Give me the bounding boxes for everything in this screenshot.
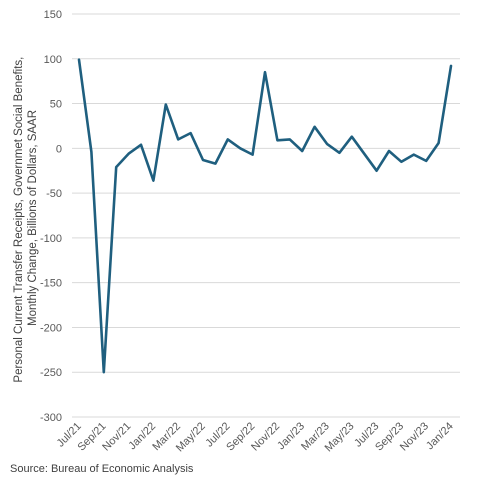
y-tick-label: 150 — [44, 9, 62, 21]
x-tick-label: Jan/24 — [424, 420, 456, 452]
y-tick-label: -250 — [40, 367, 62, 379]
x-tick-label: Nov/21 — [100, 420, 133, 453]
y-tick-label: 50 — [50, 99, 62, 111]
y-axis-ticks: 150 100 50 0 -50 -100 -150 -200 -250 -300 — [40, 9, 62, 424]
x-axis-ticks: Jul/21Sep/21Nov/21Jan/22Mar/22May/22Jul/… — [55, 420, 456, 454]
y-tick-label: -300 — [40, 412, 62, 424]
x-tick-label: Nov/23 — [398, 420, 431, 453]
y-tick-label: -100 — [40, 233, 62, 245]
y-axis-label: Personal Current Transfer Receipts, Gove… — [13, 53, 39, 382]
y-tick-label: 0 — [56, 143, 62, 155]
y-axis-label-line-1: Personal Current Transfer Receipts, Gove… — [13, 57, 25, 383]
x-tick-label: Nov/22 — [249, 420, 282, 453]
y-tick-label: -50 — [46, 188, 62, 200]
series-line — [77, 58, 453, 374]
y-tick-label: -200 — [40, 322, 62, 334]
source-note: Source: Bureau of Economic Analysis — [10, 463, 194, 475]
y-axis-label-line-2: Monthly Change, Billions of Dollars, SAA… — [27, 110, 39, 326]
y-tick-label: -150 — [40, 278, 62, 290]
y-tick-label: 100 — [44, 54, 62, 66]
